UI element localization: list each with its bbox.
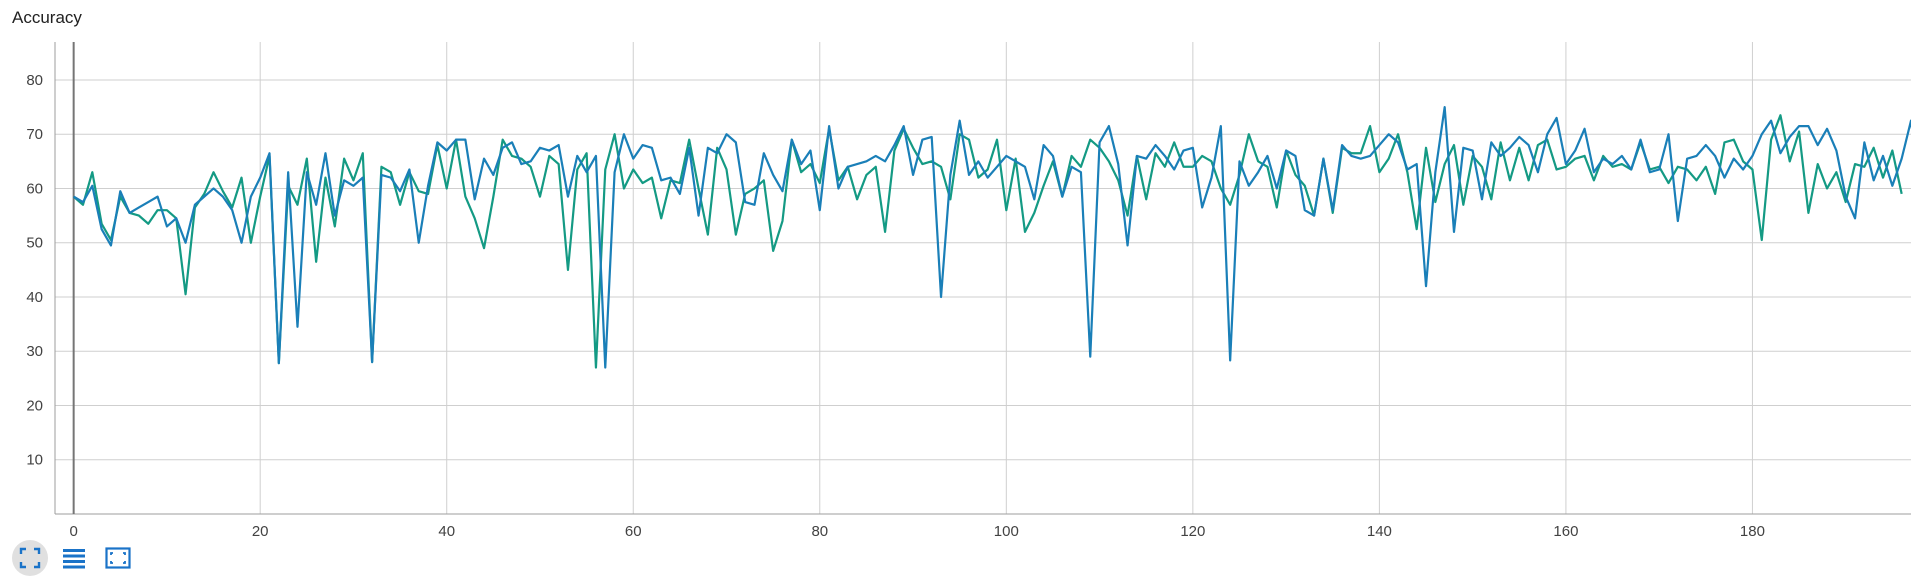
y-tick-label: 10 xyxy=(26,452,43,469)
series-line-2[interactable] xyxy=(72,114,1903,369)
grid-layer xyxy=(55,42,1911,514)
y-tick-label: 50 xyxy=(26,235,43,252)
x-tick-label: 100 xyxy=(994,523,1019,540)
y-tick-label: 80 xyxy=(26,72,43,89)
fit-domain-button[interactable] xyxy=(12,540,48,576)
fit-domain-icon xyxy=(19,547,41,569)
x-tick-label: 40 xyxy=(438,523,455,540)
x-tick-label: 140 xyxy=(1367,523,1392,540)
x-tick-label: 80 xyxy=(811,523,828,540)
x-tick-label: 20 xyxy=(252,523,269,540)
y-tick-label: 20 xyxy=(26,397,43,414)
toggle-log-list-button[interactable] xyxy=(56,540,92,576)
axis-layer xyxy=(54,42,1911,515)
y-tick-label: 70 xyxy=(26,126,43,143)
y-tick-label: 30 xyxy=(26,343,43,360)
x-tick-label: 120 xyxy=(1180,523,1205,540)
x-tick-label: 0 xyxy=(69,523,77,540)
chart-toolbar xyxy=(12,540,136,576)
chart-title: Accuracy xyxy=(12,8,82,27)
series-line-1[interactable] xyxy=(73,105,1911,369)
tick-labels: 10 20 30 40 50 60 70 80 0 20 40 60 80 100 120 140 160 180 xyxy=(26,72,1765,540)
fit-to-data-icon xyxy=(105,547,131,569)
fit-to-data-button[interactable] xyxy=(100,540,136,576)
x-tick-label: 160 xyxy=(1553,523,1578,540)
series-layer xyxy=(72,105,1911,369)
x-tick-label: 180 xyxy=(1740,523,1765,540)
toggle-log-list-icon xyxy=(63,549,85,569)
y-tick-label: 60 xyxy=(26,180,43,197)
x-tick-label: 60 xyxy=(625,523,642,540)
y-tick-label: 40 xyxy=(26,289,43,306)
